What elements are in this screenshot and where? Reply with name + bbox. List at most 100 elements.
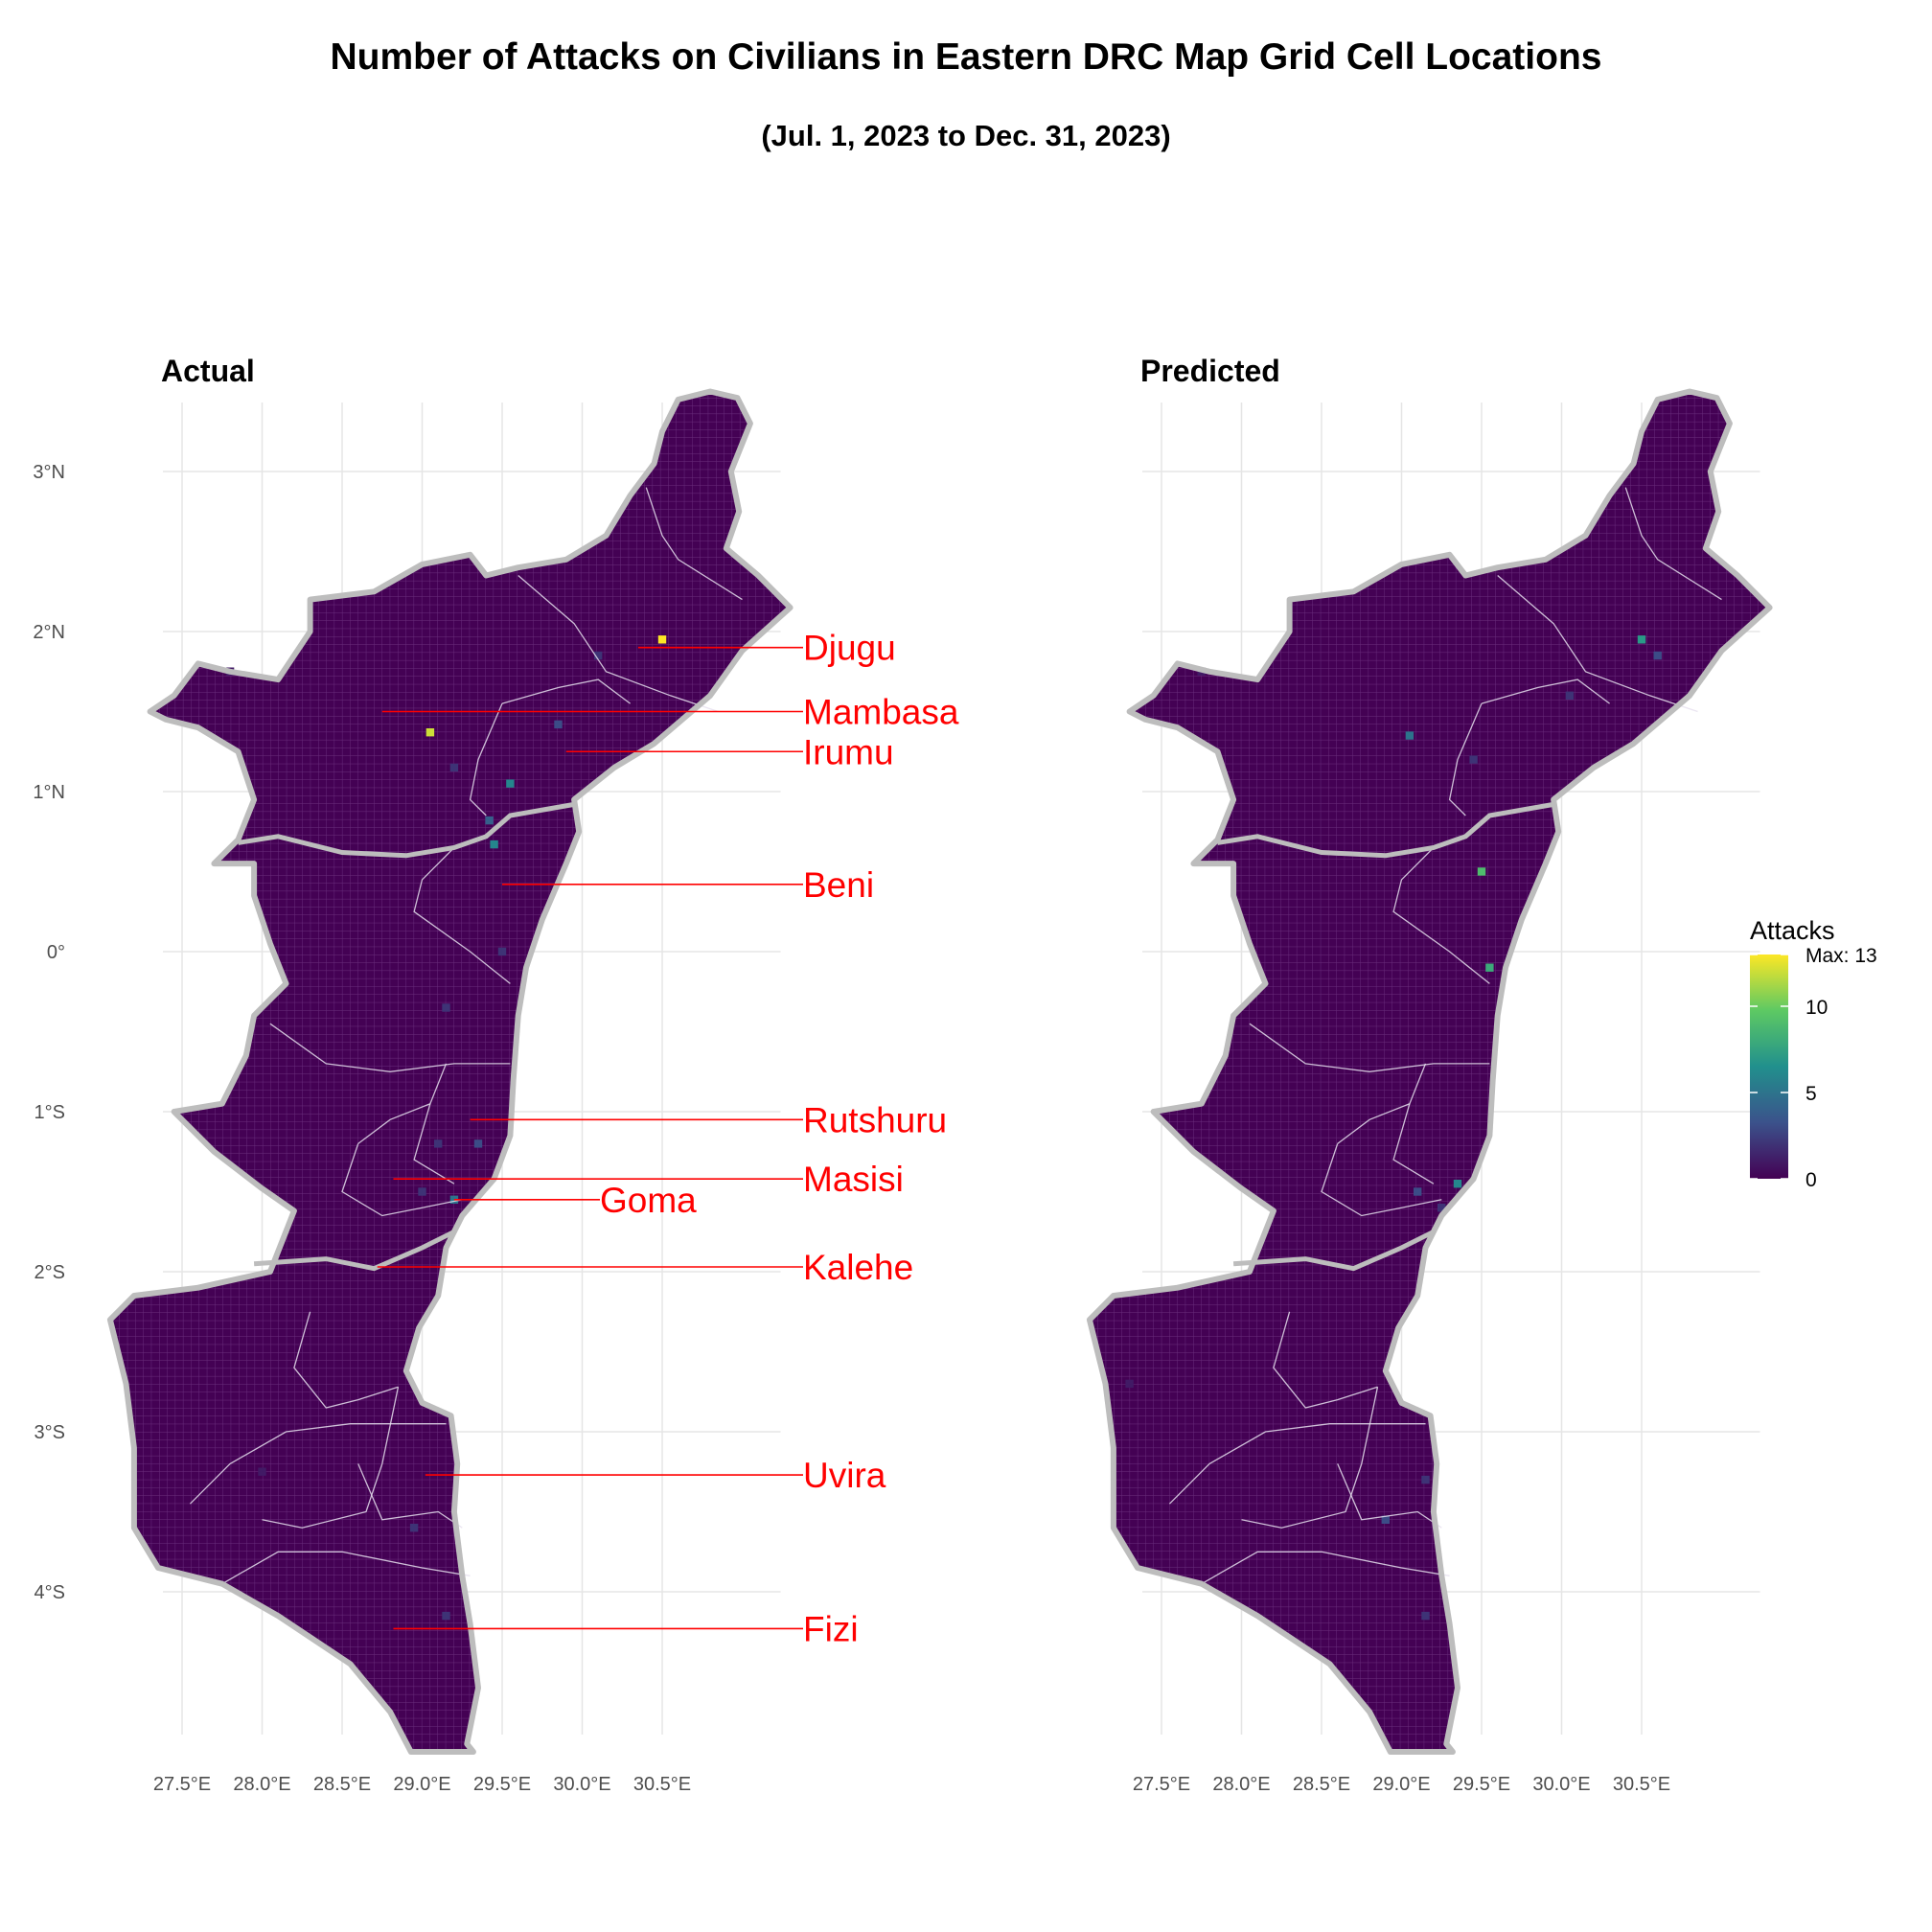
heat-cell	[1125, 1379, 1134, 1389]
heat-cell	[1381, 1515, 1390, 1524]
y-tick-label: 4°S	[34, 1582, 65, 1603]
x-tick-label: 30.0°E	[1532, 1774, 1590, 1795]
district-boundary	[357, 1063, 448, 1144]
x-tick-label: 30.5°E	[1613, 1774, 1670, 1795]
district-label-fizi: Fizi	[803, 1609, 859, 1648]
x-tick-label: 30.5°E	[633, 1774, 691, 1795]
heat-cell	[442, 1003, 450, 1012]
heat-cell	[1469, 755, 1478, 764]
heat-cell	[449, 763, 459, 772]
x-tick-label: 29.5°E	[1453, 1774, 1510, 1795]
x-tick-label: 28.5°E	[313, 1774, 371, 1795]
district-label-kalehe: Kalehe	[803, 1248, 913, 1287]
page-title: Number of Attacks on Civilians in Easter…	[330, 36, 1602, 78]
province-boundary	[1232, 1230, 1436, 1272]
district-label-masisi: Masisi	[803, 1160, 904, 1199]
legend-tick-label: 5	[1806, 1083, 1817, 1105]
panel-title-actual: Actual	[161, 354, 255, 388]
y-tick-label: 0°	[47, 942, 65, 963]
district-boundary	[1249, 1023, 1490, 1072]
province-boundary	[253, 1230, 456, 1272]
heat-cell	[1637, 635, 1646, 644]
district-boundary	[357, 1463, 463, 1529]
y-tick-label: 3°S	[34, 1422, 65, 1443]
panel-title-predicted: Predicted	[1140, 354, 1280, 388]
legend-colorbar	[1750, 954, 1788, 1179]
heat-cell	[1438, 1204, 1446, 1212]
heat-cell	[258, 1467, 266, 1476]
district-boundary	[1448, 702, 1483, 816]
heat-cell	[1653, 651, 1662, 660]
district-boundary	[221, 1551, 471, 1585]
region-fill	[109, 391, 791, 1752]
district-label-rutshuru: Rutshuru	[803, 1100, 947, 1139]
heat-cell	[409, 1524, 419, 1532]
legend-title: Attacks	[1750, 916, 1835, 945]
heat-cell	[442, 1611, 450, 1621]
district-boundary	[501, 678, 631, 704]
x-tick-label: 27.5°E	[1133, 1774, 1190, 1795]
district-boundary	[1321, 1143, 1442, 1217]
district-boundary	[269, 1023, 511, 1072]
x-tick-label: 29.5°E	[473, 1774, 531, 1795]
district-boundary	[189, 1423, 447, 1505]
district-boundary	[413, 1103, 455, 1184]
heat-cell	[1477, 867, 1486, 876]
x-tick-label: 29.0°E	[1372, 1774, 1430, 1795]
heat-cell	[657, 635, 667, 644]
heat-cell	[497, 947, 507, 956]
province-boundary	[1217, 801, 1554, 859]
y-tick-label: 2°N	[33, 622, 65, 643]
x-tick-label: 28.0°E	[1212, 1774, 1270, 1795]
district-label-djugu: Djugu	[803, 629, 896, 668]
legend-tick-label: Max: 13	[1806, 945, 1877, 967]
district-label-goma: Goma	[600, 1181, 697, 1220]
district-boundary	[1624, 487, 1722, 601]
x-tick-label: 28.5°E	[1293, 1774, 1350, 1795]
district-boundary	[341, 1143, 463, 1217]
heat-cell	[1421, 1611, 1430, 1621]
district-label-beni: Beni	[803, 865, 874, 905]
district-boundary	[1497, 575, 1698, 713]
district-boundary	[1201, 1551, 1450, 1585]
page-subtitle: (Jul. 1, 2023 to Dec. 31, 2023)	[761, 119, 1171, 152]
heat-cell	[426, 728, 435, 737]
x-tick-label: 27.5°E	[153, 1774, 211, 1795]
district-boundary	[1392, 1103, 1435, 1184]
district-boundary	[413, 847, 511, 984]
district-boundary	[518, 575, 719, 713]
district-boundary	[469, 702, 503, 816]
district-boundary	[262, 1387, 400, 1529]
y-tick-label: 2°S	[34, 1262, 65, 1283]
district-boundary	[1273, 1311, 1378, 1409]
district-label-irumu: Irumu	[803, 732, 894, 771]
province-boundary	[238, 801, 575, 859]
district-boundary	[1168, 1423, 1426, 1505]
heat-cell	[1405, 731, 1414, 740]
district-boundary	[645, 487, 743, 601]
heat-cell	[434, 1139, 443, 1148]
y-tick-label: 1°N	[33, 782, 65, 803]
heat-cell	[1421, 1475, 1430, 1484]
heat-cell	[418, 1187, 426, 1196]
district-label-uvira: Uvira	[803, 1456, 886, 1495]
heat-cell	[554, 720, 563, 729]
region-outline	[1086, 388, 1773, 1755]
district-boundary	[1392, 847, 1490, 984]
district-boundary	[1481, 678, 1610, 704]
heat-cell	[485, 816, 494, 825]
legend: Attacks Max: 13 10 5 0	[1750, 916, 1877, 1191]
district-boundary	[293, 1311, 399, 1409]
panel-actual: Actual 27.5°E 28.0°E 28.5°E 29.0°E 29.5°E 30.0…	[33, 354, 958, 1795]
district-label-mambasa: Mambasa	[803, 693, 959, 732]
heat-cell	[506, 779, 515, 788]
heat-cell	[473, 1139, 483, 1148]
y-tick-label: 3°N	[33, 462, 65, 483]
y-tick-label: 1°S	[34, 1102, 65, 1123]
heat-cell	[1414, 1187, 1422, 1196]
district-boundary	[1241, 1387, 1379, 1529]
heat-cell	[490, 840, 498, 849]
x-tick-label: 28.0°E	[233, 1774, 290, 1795]
heat-cell	[1565, 691, 1575, 700]
